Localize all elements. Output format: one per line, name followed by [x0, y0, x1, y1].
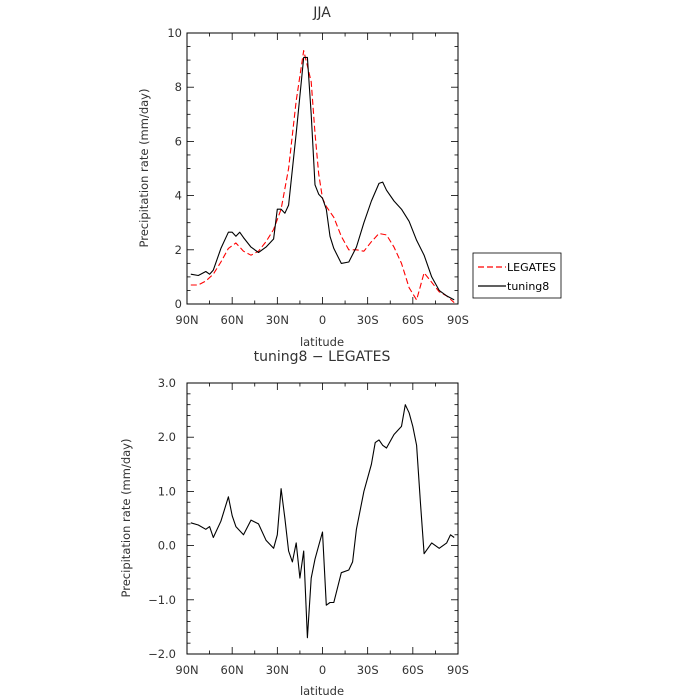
- bottom-series: [190, 404, 455, 639]
- y-tick-label: 2.0: [158, 430, 176, 444]
- legend: LEGATES tuning8: [472, 252, 562, 299]
- x-tick-label: 90N: [175, 663, 198, 677]
- bottom-ticks: 90N 60N 30N 0 30S 60S 90S −2.0 −1.0 0.0 1.0 2.0 3.0: [148, 376, 469, 677]
- bottom-x-axis-label: latitude: [300, 684, 344, 698]
- x-tick-label: 30N: [266, 313, 289, 327]
- top-series: [190, 50, 455, 304]
- top-chart-title: JJA: [312, 5, 331, 21]
- legend-box: [472, 252, 562, 299]
- legend-label-tuning8: tuning8: [507, 280, 549, 293]
- y-tick-label: −1.0: [148, 593, 176, 607]
- y-tick-label: 10: [167, 26, 182, 40]
- x-tick-label: 30S: [357, 313, 379, 327]
- top-ticks: 90N 60N 30N 0 30S 60S 90S 0 2 4 6 8 10: [167, 26, 469, 327]
- difference-series-line: [190, 404, 455, 639]
- bottom-panel: tuning8 − LEGATES 90N 60N 30N 0 30S 60S 90S −2.…: [119, 349, 469, 698]
- x-tick-label: 0: [319, 313, 326, 327]
- y-tick-label: 4: [175, 189, 182, 203]
- y-tick-label: 0.0: [158, 539, 176, 553]
- bottom-y-axis-label: Precipitation rate (mm/day): [119, 439, 133, 598]
- top-y-axis-label: Precipitation rate (mm/day): [137, 89, 151, 248]
- x-tick-label: 90N: [175, 313, 198, 327]
- y-tick-label: 2: [175, 243, 182, 257]
- y-tick-label: 6: [175, 134, 182, 148]
- top-plot-frame: [186, 32, 459, 305]
- tuning8-series-line: [190, 56, 455, 301]
- legend-label-legates: LEGATES: [507, 261, 556, 274]
- x-tick-label: 60N: [221, 663, 244, 677]
- top-x-axis-label: latitude: [300, 335, 344, 349]
- x-tick-label: 60S: [402, 663, 424, 677]
- x-tick-label: 90S: [447, 313, 469, 327]
- bottom-chart-title: tuning8 − LEGATES: [254, 349, 391, 365]
- bottom-plot-frame: [186, 382, 459, 655]
- y-tick-label: 1.0: [158, 484, 176, 498]
- x-tick-label: 30S: [357, 663, 379, 677]
- x-tick-label: 90S: [447, 663, 469, 677]
- y-tick-label: 8: [175, 80, 182, 94]
- x-tick-label: 60S: [402, 313, 424, 327]
- x-tick-label: 0: [319, 663, 326, 677]
- y-tick-label: 0: [175, 297, 182, 311]
- x-tick-label: 60N: [221, 313, 244, 327]
- y-tick-label: −2.0: [148, 647, 176, 661]
- legates-series-line: [190, 50, 455, 304]
- x-tick-label: 30N: [266, 663, 289, 677]
- y-tick-label: 3.0: [158, 376, 176, 390]
